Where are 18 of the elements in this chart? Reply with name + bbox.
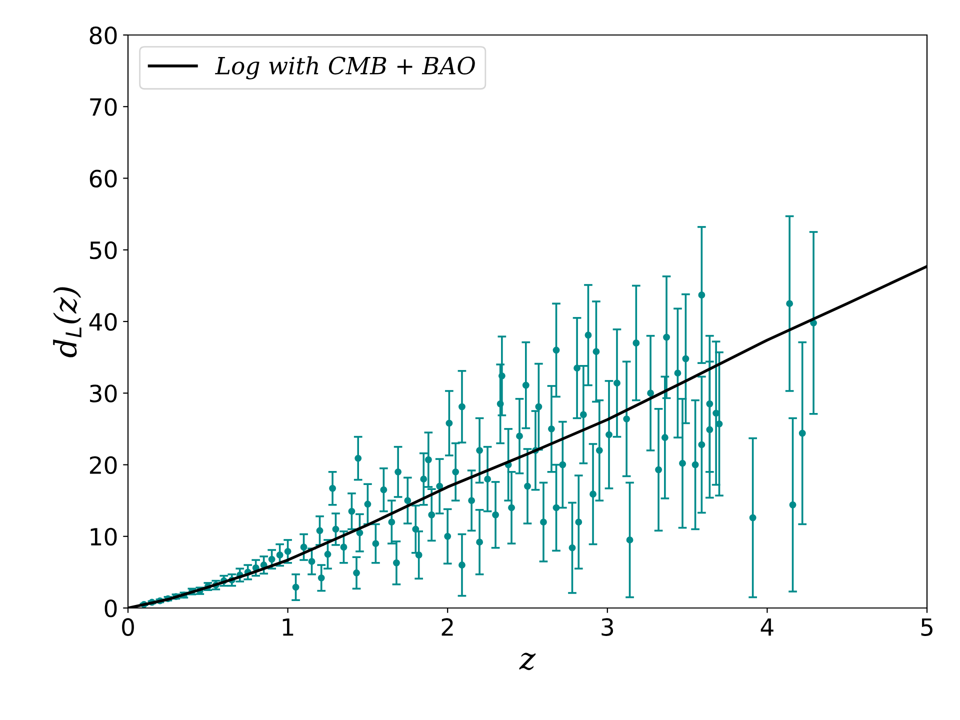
y-tick-label: 80 [90, 26, 117, 44]
y-tick-label: 40 [89, 312, 117, 331]
y-tick-label: 10 [90, 528, 117, 546]
y-tick-label: 70 [90, 98, 117, 116]
x-tick-label: 3 [602, 618, 614, 636]
x-tick-label: 2 [442, 618, 453, 636]
legend-label: Log with CMB + BAO [215, 56, 475, 80]
x-tick-label: 1 [282, 618, 294, 636]
y-axis-title: d$_{L}$(z) [53, 287, 82, 358]
y-tick-label: 30 [90, 384, 117, 402]
y-tick-label: 60 [90, 170, 117, 188]
x-tick-label: 0 [122, 618, 134, 636]
y-tick-label: 50 [90, 241, 117, 260]
x-tick-label: 5 [921, 618, 932, 636]
x-tick-label: 4 [760, 618, 774, 636]
x-axis-title: z [519, 652, 536, 670]
y-tick-label: 20 [90, 456, 117, 474]
y-tick-label: 0 [104, 599, 117, 618]
